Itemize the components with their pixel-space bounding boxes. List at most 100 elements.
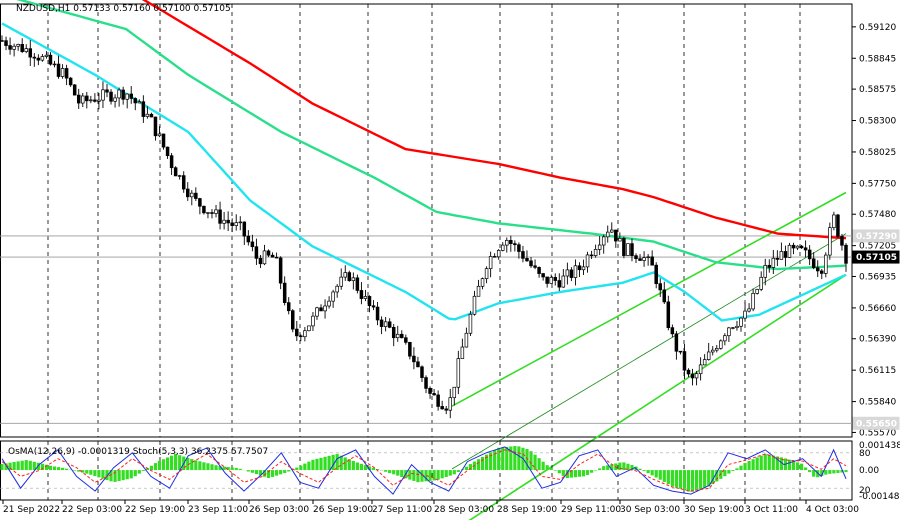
osma-bar <box>573 470 578 478</box>
candle <box>710 346 715 356</box>
osma-bar <box>371 467 376 471</box>
candle <box>76 88 81 109</box>
candle <box>129 86 133 104</box>
candle <box>291 309 295 333</box>
candle <box>412 347 416 370</box>
osma-bar <box>509 446 513 471</box>
candle <box>375 302 380 326</box>
osma-bar <box>755 457 759 471</box>
candle <box>210 209 214 219</box>
candle <box>363 289 368 302</box>
x-tick-label: 30 Sep 19:00 <box>684 505 744 515</box>
osma-bar <box>606 465 610 471</box>
candle <box>666 295 671 331</box>
candle <box>779 242 784 260</box>
osma-bar <box>141 470 145 471</box>
candle <box>387 318 392 329</box>
candle <box>658 278 662 297</box>
candle <box>391 323 396 347</box>
candle <box>20 38 24 54</box>
osma-bar <box>468 464 473 471</box>
bottom-price-label: 0.55650 <box>856 419 897 429</box>
osma-bar <box>375 469 380 471</box>
candle <box>836 213 840 239</box>
osma-bar <box>254 470 259 475</box>
candle <box>331 289 335 308</box>
indicator-pane[interactable] <box>0 440 853 501</box>
osma-bar <box>678 470 683 489</box>
osma-bar <box>711 470 715 485</box>
osma-bar <box>165 457 170 471</box>
candle <box>319 304 323 312</box>
osma-bar <box>602 466 606 471</box>
osma-bar <box>105 470 109 481</box>
osma-bar <box>32 461 36 471</box>
current-price-box <box>852 250 900 264</box>
candle <box>585 251 590 273</box>
osma-bar <box>549 468 553 471</box>
osma-bar <box>493 449 497 471</box>
candle <box>4 36 8 51</box>
candle <box>246 230 251 246</box>
osma-bar <box>432 470 436 481</box>
osma-bar <box>186 457 190 471</box>
candle <box>828 222 832 260</box>
candle <box>561 269 566 288</box>
osma-bar <box>206 463 210 471</box>
osma-bar <box>795 462 800 471</box>
candle <box>303 327 307 342</box>
candle <box>517 242 521 259</box>
osma-bar <box>464 466 469 471</box>
osma-bar <box>274 470 279 476</box>
candle <box>694 370 699 386</box>
bottom-price-box <box>852 416 900 430</box>
osma-bar <box>359 463 364 471</box>
y-tick-label: 0.56115 <box>859 366 896 376</box>
osma-bar <box>690 470 695 492</box>
moving-average-1 <box>16 0 847 271</box>
osma-bar <box>840 470 844 473</box>
candle <box>646 254 650 266</box>
candle <box>783 245 788 267</box>
candle <box>177 174 182 180</box>
candle <box>266 249 271 258</box>
osma-bar <box>525 449 529 471</box>
candle <box>638 254 642 261</box>
level-price-box <box>852 229 900 243</box>
channel-upper-line <box>451 191 847 407</box>
candle <box>307 325 311 332</box>
candle <box>702 354 707 366</box>
osma-bar <box>12 462 16 471</box>
price-pane-frame <box>0 3 853 438</box>
channel-middle-line <box>451 233 847 470</box>
candle <box>101 81 105 108</box>
y-tick-label: 0.57750 <box>859 179 896 189</box>
candle <box>529 257 533 268</box>
candle <box>238 216 243 231</box>
candle <box>173 166 178 177</box>
osma-bar <box>484 454 489 471</box>
osma-bar <box>101 470 105 479</box>
candle <box>133 97 138 111</box>
candle <box>569 267 574 282</box>
price-pane[interactable] <box>0 0 853 520</box>
osma-bar <box>440 470 444 479</box>
osma-bar <box>174 453 178 471</box>
candle <box>113 94 117 108</box>
candle <box>557 273 562 292</box>
osma-bar <box>218 466 222 471</box>
indicator-y-label: 0.001438 <box>859 441 900 451</box>
candle <box>492 253 497 258</box>
candle <box>282 276 287 306</box>
indicator-y-label: 20 <box>859 486 871 496</box>
osma-bar <box>392 470 396 475</box>
candle <box>807 245 812 266</box>
candle <box>525 250 529 262</box>
osma-bar <box>133 470 137 477</box>
candle <box>747 303 751 313</box>
osma-bar <box>828 470 832 474</box>
candle <box>190 190 194 206</box>
candle <box>545 276 549 288</box>
osma-bar <box>250 470 254 473</box>
